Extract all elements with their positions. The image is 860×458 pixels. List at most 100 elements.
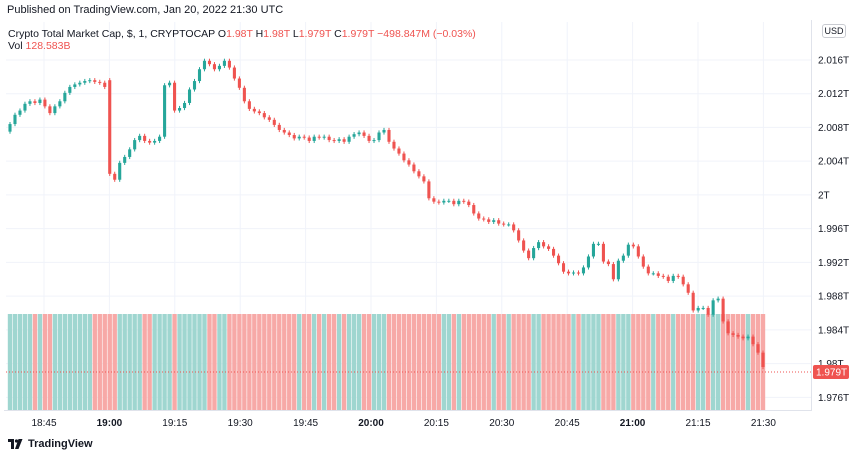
candle-body <box>542 242 546 247</box>
candle-body <box>576 272 581 274</box>
volume-bar <box>292 314 297 410</box>
volume-bar <box>621 314 626 410</box>
time-tick-label: 20:15 <box>424 418 449 429</box>
volume-bar <box>282 314 287 410</box>
candle-body <box>212 64 217 70</box>
volume-bar <box>700 314 706 410</box>
last-price-label: 1.979T <box>816 368 847 379</box>
volume-bar <box>646 314 651 410</box>
time-tick-label: 20:45 <box>555 418 580 429</box>
candle-body <box>387 129 391 142</box>
candle-body <box>362 132 366 136</box>
candle-body <box>706 307 710 315</box>
volume-bar <box>661 314 666 410</box>
volume-bar <box>162 314 167 410</box>
candle-body <box>601 243 605 262</box>
candle-body <box>242 87 246 102</box>
volume-bar <box>336 314 342 410</box>
candle-body <box>158 136 162 141</box>
candle-body <box>397 148 401 154</box>
time-axis[interactable]: 18:45 19:00 19:15 19:30 19:45 20:00 20:15 20:30… <box>31 418 776 429</box>
volume-bar <box>715 314 721 410</box>
candle-body <box>487 219 491 222</box>
volume-bar <box>102 314 107 410</box>
candle-body <box>103 82 107 87</box>
series-legend: Crypto Total Market Cap, $, 1, CRYPTOCAP… <box>8 28 476 41</box>
footer-brand[interactable]: TradingView <box>8 438 93 450</box>
candle-body <box>123 156 127 163</box>
candle-body <box>686 284 690 293</box>
volume-bar <box>371 314 377 410</box>
legend-low-key: L <box>292 28 299 40</box>
candle-body <box>38 99 42 103</box>
volume-bar <box>586 314 591 410</box>
volume-bar <box>37 314 43 410</box>
last-price-badge <box>813 365 849 380</box>
volume-bar <box>556 314 561 410</box>
candle-body <box>292 135 296 139</box>
volume-bar <box>62 314 68 410</box>
candle-body <box>53 106 57 114</box>
candle-body <box>93 80 97 82</box>
candle-body <box>407 160 411 165</box>
footer-brand-label: TradingView <box>28 438 93 450</box>
candle-body <box>561 263 566 272</box>
volume-bar <box>601 314 606 410</box>
price-tick-label: 1.984T <box>818 325 849 336</box>
candle-body <box>332 140 336 142</box>
candle-body <box>571 272 576 274</box>
volume-bar <box>496 314 501 410</box>
candle-body <box>357 132 361 135</box>
volume-bar <box>730 314 736 410</box>
volume-bar <box>142 314 147 410</box>
candle-body <box>68 86 72 93</box>
volume-bar <box>481 314 486 410</box>
volume-bar <box>735 314 741 410</box>
candle-body <box>751 336 755 345</box>
candle-body <box>726 321 730 334</box>
legend-volume-value: 128.583B <box>25 40 71 52</box>
volume-bar <box>581 314 586 410</box>
volume-bar <box>87 314 92 410</box>
candle-body <box>307 137 311 141</box>
candle-body <box>217 65 221 70</box>
volume-bar <box>546 314 551 410</box>
candle-body <box>247 101 251 109</box>
price-tick-label: 2T <box>818 190 830 201</box>
volume-bar <box>122 314 127 410</box>
candle-body <box>182 102 187 109</box>
legend-open-value: 1.98T <box>226 28 253 40</box>
candle-body <box>327 136 331 141</box>
volume-bar <box>686 314 691 410</box>
currency-button[interactable]: USD <box>822 24 846 38</box>
volume-bar <box>416 314 422 410</box>
volume-legend: Vol 128.583B <box>8 40 71 52</box>
volume-bar <box>411 314 417 410</box>
volume-bar <box>92 314 97 410</box>
volume-bar <box>152 314 157 410</box>
candle-body <box>297 136 301 139</box>
volume-bar <box>536 314 541 410</box>
candle-body <box>596 243 600 245</box>
volume-bar <box>571 314 576 410</box>
candle-body <box>477 213 481 219</box>
volume-bar <box>446 314 452 410</box>
volume-bar <box>262 314 267 410</box>
candle-body <box>133 140 137 150</box>
volume-bar <box>366 314 372 410</box>
candle-body <box>33 101 37 103</box>
volume-bar <box>127 314 132 410</box>
candle-body <box>631 244 635 247</box>
price-axis[interactable]: 2.016T 2.012T 2.008T 2.004T 2T 1.996T 1.992T 1.… <box>813 55 849 404</box>
candle-body <box>88 80 92 82</box>
volume-bar <box>710 314 716 410</box>
candle-body <box>322 136 326 138</box>
published-caption: Published on TradingView.com, Jan 20, 20… <box>7 4 284 16</box>
candle-body <box>287 132 291 136</box>
candle-body <box>262 113 266 118</box>
volume-bar <box>441 314 447 410</box>
candle-body <box>746 336 750 339</box>
candle-body <box>442 200 446 203</box>
volume-bar <box>720 314 726 410</box>
